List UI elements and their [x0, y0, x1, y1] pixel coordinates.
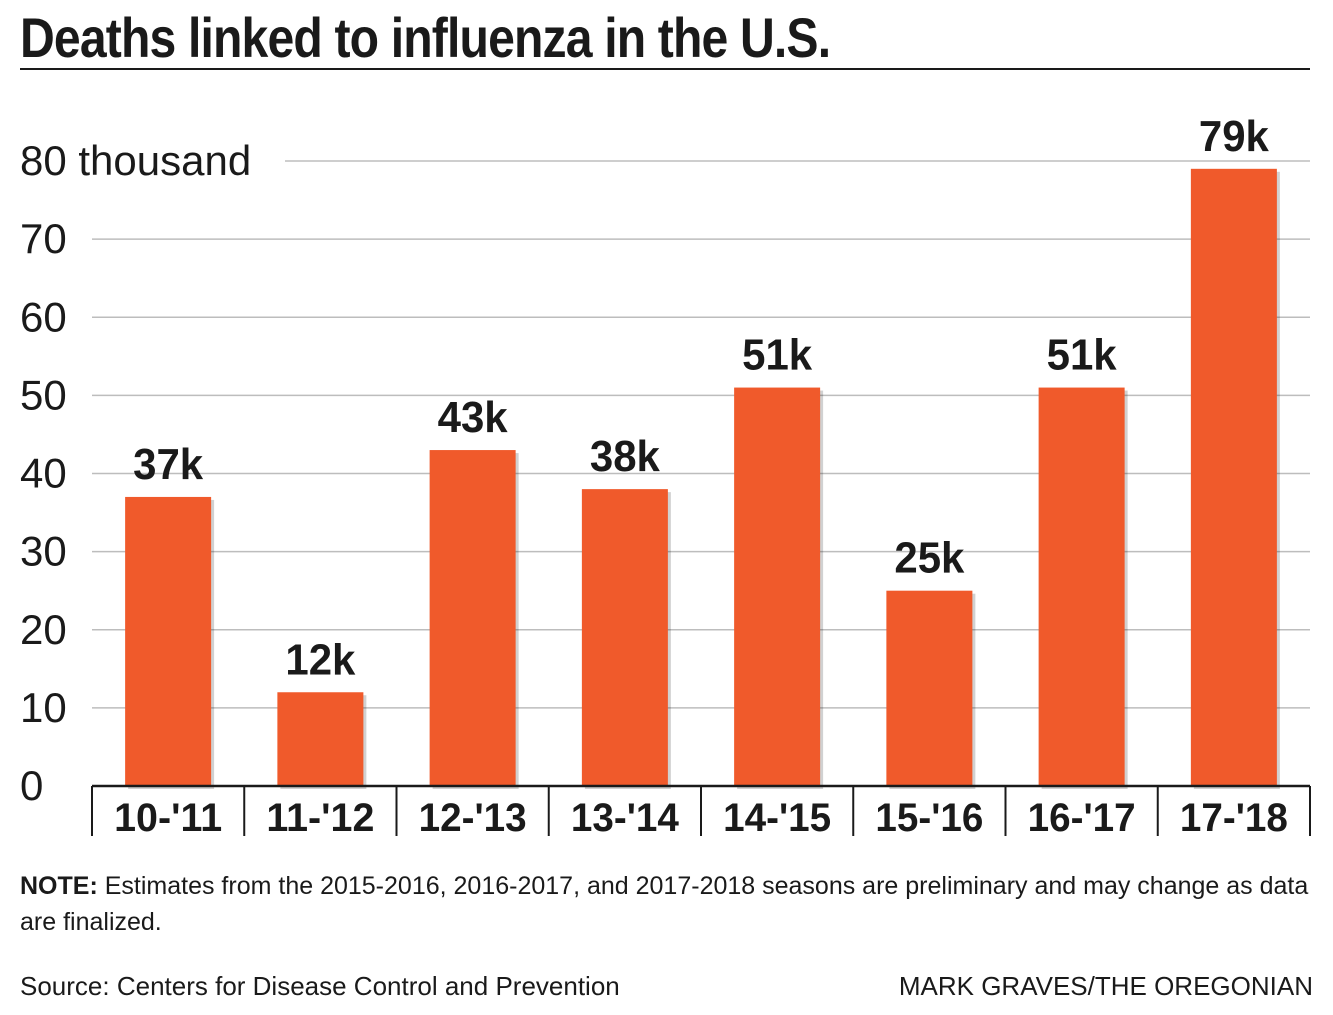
data-label: 79k: [1199, 112, 1269, 161]
y-tick-label: 60: [20, 293, 67, 340]
x-tick-label: 15-'16: [875, 796, 983, 840]
x-tick-label: 11-'12: [266, 796, 374, 840]
y-tick-label: 40: [20, 450, 67, 497]
data-label: 37k: [133, 440, 203, 489]
bar: [277, 692, 364, 786]
x-tick-label: 16-'17: [1028, 796, 1136, 840]
y-tick-label: 20: [20, 606, 67, 653]
bar: [1190, 168, 1277, 786]
data-label: 51k: [742, 331, 812, 380]
note-text: Estimates from the 2015-2016, 2016-2017,…: [20, 872, 1309, 936]
chart-title: Deaths linked to influenza in the U.S.: [20, 6, 831, 69]
title-rule: [20, 68, 1310, 70]
photo-credit: MARK GRAVES/THE OREGONIAN: [898, 971, 1313, 1001]
y-tick-label: 10: [20, 684, 67, 731]
y-tick-label: 70: [20, 215, 67, 262]
data-label: 25k: [894, 534, 964, 583]
x-tick-label: 10-'11: [114, 796, 222, 840]
data-label: 12k: [285, 635, 355, 684]
data-label: 38k: [590, 432, 660, 481]
bar: [581, 489, 668, 786]
y-tick-label: 80 thousand: [20, 137, 251, 184]
y-tick-label: 30: [20, 528, 67, 575]
note-label: NOTE:: [20, 872, 98, 900]
y-tick-label: 0: [20, 762, 43, 809]
x-tick-label: 12-'13: [419, 796, 527, 840]
x-tick-label: 17-'18: [1180, 796, 1288, 840]
bar: [1038, 387, 1125, 786]
data-label: 43k: [438, 393, 508, 442]
source-credit: Source: Centers for Disease Control and …: [20, 971, 620, 1001]
note: NOTE: Estimates from the 2015-2016, 2016…: [20, 868, 1310, 940]
bar: [734, 387, 821, 786]
data-label: 51k: [1047, 331, 1117, 380]
y-tick-label: 50: [20, 371, 67, 418]
bar: [429, 450, 516, 786]
x-tick-label: 14-'15: [723, 796, 831, 840]
x-tick-label: 13-'14: [571, 796, 680, 840]
bar: [125, 496, 212, 786]
bar-chart: 0 10 20 30 40 50 60 70 80 thousand 37k 12k 43k 38k 51…: [20, 112, 1311, 840]
bar: [886, 590, 973, 786]
